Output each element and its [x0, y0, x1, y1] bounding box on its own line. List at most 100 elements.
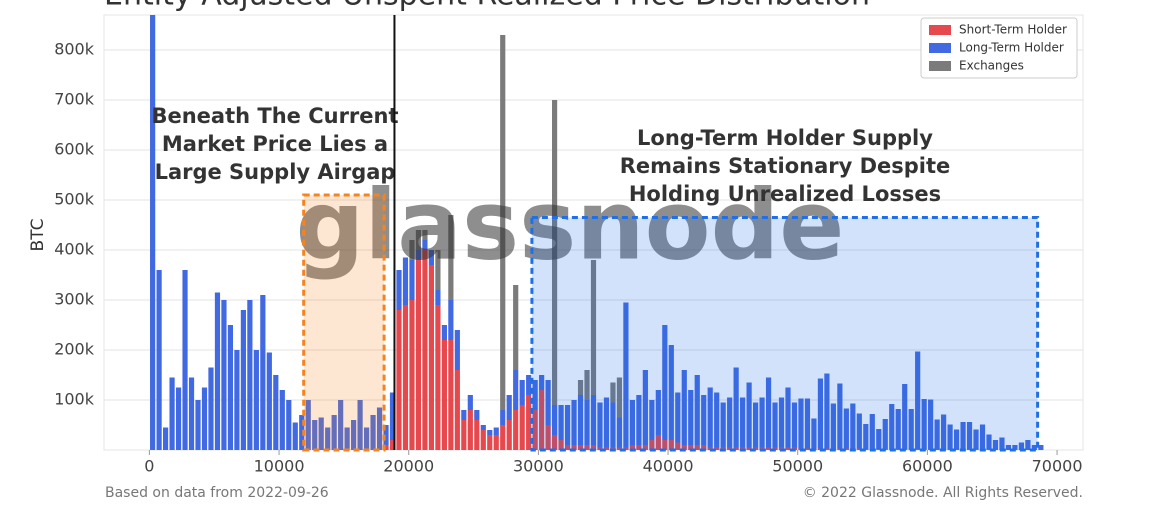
bar-segment: [642, 445, 648, 450]
bar-segment: [655, 435, 661, 450]
bar-segment: [526, 395, 532, 450]
bar-segment: [526, 375, 532, 395]
bar-segment: [590, 445, 597, 450]
bar-segment: [539, 390, 545, 450]
bar-segment: [837, 383, 843, 449]
bar-segment: [979, 424, 986, 450]
bar-segment: [811, 418, 817, 449]
bar-segment: [383, 445, 389, 450]
bar-segment: [785, 387, 791, 448]
bar-segment: [422, 250, 428, 450]
bar-segment: [973, 429, 979, 450]
bar-segment: [480, 430, 486, 450]
bar-segment: [973, 449, 979, 450]
bar-segment: [889, 404, 895, 449]
bar-segment: [175, 387, 182, 450]
bar-segment: [188, 377, 195, 450]
bar-segment: [435, 250, 441, 290]
bar-segment: [603, 397, 610, 448]
bar-segment: [396, 310, 402, 450]
legend-label: Long-Term Holder: [959, 41, 1064, 55]
bar-segment: [772, 402, 778, 448]
legend-swatch: [929, 61, 951, 71]
bar-segment: [662, 325, 668, 440]
bar-segment: [701, 395, 707, 445]
bar-segment: [182, 270, 188, 450]
bar-segment: [545, 380, 551, 425]
footer-source: Based on data from 2022-09-26: [105, 485, 329, 501]
bar-segment: [389, 392, 396, 440]
bar-segment: [227, 325, 234, 450]
bar-segment: [765, 377, 772, 448]
bar-segment: [441, 325, 447, 340]
bar-segment: [500, 35, 506, 410]
bar-segment: [584, 400, 590, 445]
bar-segment: [714, 392, 720, 448]
bar-segment: [966, 422, 973, 450]
bar-segment: [558, 405, 564, 440]
bar-segment: [863, 424, 869, 449]
bar-segment: [720, 402, 726, 448]
footer-copyright: © 2022 Glassnode. All Rights Reserved.: [803, 485, 1083, 501]
bar-segment: [629, 445, 635, 450]
chart-title: Entity-Adjusted Unspent Realized Price D…: [104, 0, 870, 13]
bar-segment: [921, 399, 927, 449]
bar-segment: [240, 310, 246, 450]
bar-segment: [1012, 445, 1018, 450]
bar-segment: [558, 440, 564, 450]
bar-segment: [915, 449, 921, 450]
bar-segment: [902, 384, 908, 449]
x-tick-label: 70000: [1032, 457, 1083, 476]
bar-segment: [778, 397, 785, 448]
bar-segment: [830, 403, 836, 449]
bar-segment: [487, 430, 493, 435]
bar-segment: [415, 250, 422, 260]
bar-segment: [273, 375, 279, 450]
bar-segment: [338, 400, 344, 450]
bar-segment: [843, 408, 849, 449]
bar-segment: [869, 414, 875, 449]
bar-segment: [934, 419, 940, 450]
bar-segment: [992, 440, 999, 450]
x-tick-label: 30000: [513, 457, 564, 476]
bar-segment: [649, 440, 655, 450]
bar-segment: [577, 395, 584, 445]
bar-segment: [623, 447, 629, 450]
bar-segment: [571, 400, 577, 445]
bar-segment: [947, 424, 953, 450]
annotation-text: Beneath The Current: [151, 104, 398, 128]
bar-segment: [590, 260, 597, 395]
bar-segment: [804, 398, 811, 449]
legend-swatch: [929, 25, 951, 35]
bar-segment: [824, 448, 830, 450]
bar-segment: [915, 351, 921, 449]
bar-segment: [201, 387, 208, 450]
bar-segment: [1018, 442, 1025, 450]
x-tick-label: 40000: [643, 457, 694, 476]
bar-segment: [707, 387, 713, 448]
bar-segment: [396, 270, 402, 310]
legend-label: Exchanges: [959, 59, 1024, 73]
bar-segment: [636, 395, 642, 445]
bar-segment: [402, 257, 409, 305]
highlight-box: [302, 193, 386, 452]
bar-segment: [467, 395, 473, 410]
bar-segment: [428, 265, 435, 450]
bar-segment: [966, 449, 973, 450]
bar-segment: [675, 392, 681, 443]
bar-segment: [824, 373, 830, 449]
bar-segment: [552, 405, 558, 435]
bar-segment: [519, 380, 525, 405]
bar-segment: [415, 260, 422, 450]
bar-segment: [610, 382, 616, 403]
bar-segment: [474, 420, 480, 450]
bar-segment: [376, 407, 383, 450]
annotation-text: Long-Term Holder Supply: [637, 126, 933, 150]
bar-segment: [629, 400, 635, 445]
bar-segment: [934, 449, 940, 450]
y-axis-label: BTC: [28, 219, 48, 252]
bar-segment: [519, 405, 525, 450]
bar-segment: [506, 420, 512, 450]
bar-segment: [351, 420, 357, 450]
bar-segment: [493, 427, 499, 435]
